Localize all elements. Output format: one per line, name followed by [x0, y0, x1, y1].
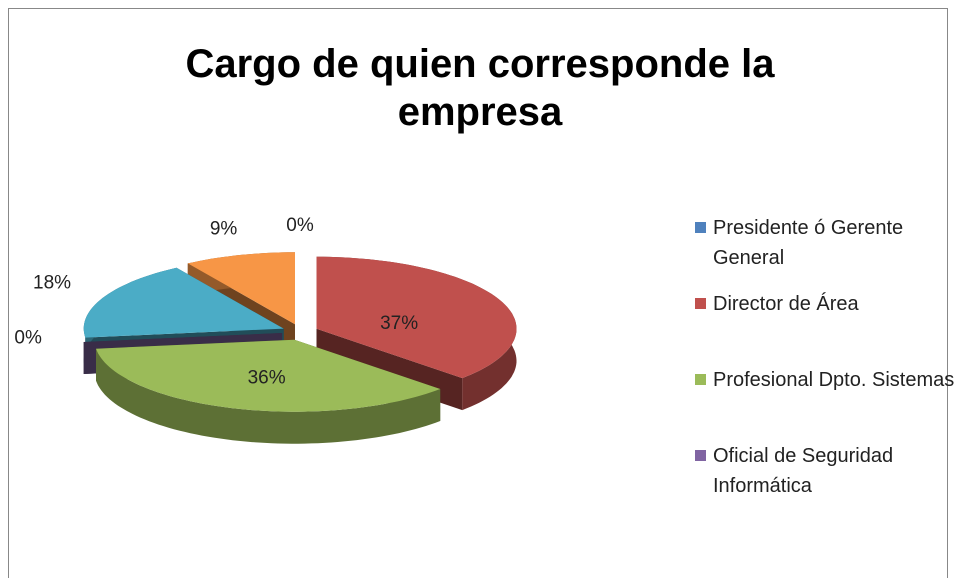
slice-top — [316, 256, 517, 379]
slice-top — [83, 333, 283, 342]
legend-item: Oficial de Seguridad Informática — [695, 441, 955, 517]
legend-swatch — [695, 374, 706, 385]
slice-top — [187, 252, 295, 325]
slice — [96, 339, 441, 444]
data-label: 18% — [33, 272, 71, 293]
data-label: 0% — [14, 328, 42, 349]
data-label: 36% — [248, 368, 286, 389]
chart-title: Cargo de quien corresponde la empresa — [185, 42, 775, 134]
data-label: 9% — [210, 219, 238, 240]
legend-swatch — [695, 222, 706, 233]
legend-label: Director de Área — [713, 293, 859, 315]
legend-label: Oficial de Seguridad Informática — [713, 445, 894, 497]
legend-item: Director de Área — [695, 289, 955, 365]
legend-label: Presidente ó Gerente General — [713, 217, 904, 269]
slice-top — [83, 267, 284, 338]
data-label: 37% — [380, 313, 418, 334]
data-label: 0% — [286, 215, 314, 236]
legend: Presidente ó Gerente General Director de … — [695, 213, 955, 517]
legend-swatch — [695, 298, 706, 309]
chart-frame — [8, 8, 948, 578]
legend-item: Profesional Dpto. Sistemas — [695, 365, 955, 441]
legend-swatch — [695, 450, 706, 461]
legend-item: Presidente ó Gerente General — [695, 213, 955, 289]
legend-label: Profesional Dpto. Sistemas — [713, 369, 955, 391]
slice-wall — [96, 348, 441, 444]
slice-top — [96, 339, 441, 412]
